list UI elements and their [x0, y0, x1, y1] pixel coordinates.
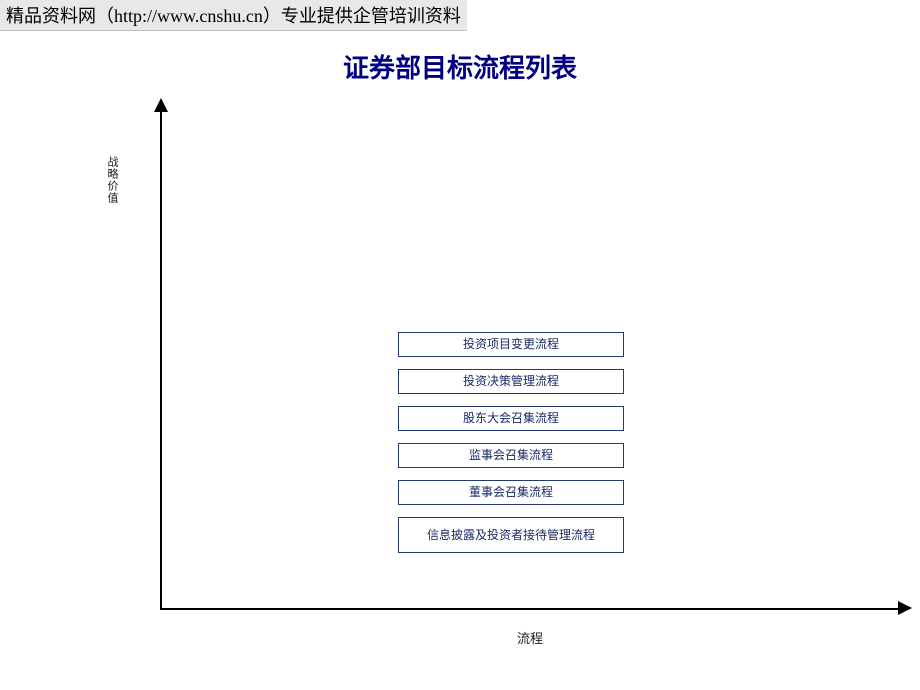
watermark-banner: 精品资料网（http://www.cnshu.cn）专业提供企管培训资料	[0, 0, 467, 31]
x-axis-arrow-icon	[898, 601, 912, 615]
process-box: 信息披露及投资者接待管理流程	[398, 517, 624, 553]
x-axis	[160, 608, 900, 610]
process-box: 投资决策管理流程	[398, 369, 624, 394]
y-axis-arrow-icon	[154, 98, 168, 112]
process-box: 监事会召集流程	[398, 443, 624, 468]
process-box: 投资项目变更流程	[398, 332, 624, 357]
y-axis-label: 战略价值	[106, 140, 120, 220]
x-axis-label: 流程	[160, 628, 900, 647]
page-title: 证券部目标流程列表	[0, 48, 920, 85]
process-chart: 战略价值 流程 投资项目变更流程投资决策管理流程股东大会召集流程监事会召集流程董…	[130, 100, 890, 620]
y-axis	[160, 100, 162, 610]
process-box: 董事会召集流程	[398, 480, 624, 505]
process-box: 股东大会召集流程	[398, 406, 624, 431]
process-box-stack: 投资项目变更流程投资决策管理流程股东大会召集流程监事会召集流程董事会召集流程信息…	[398, 332, 624, 565]
